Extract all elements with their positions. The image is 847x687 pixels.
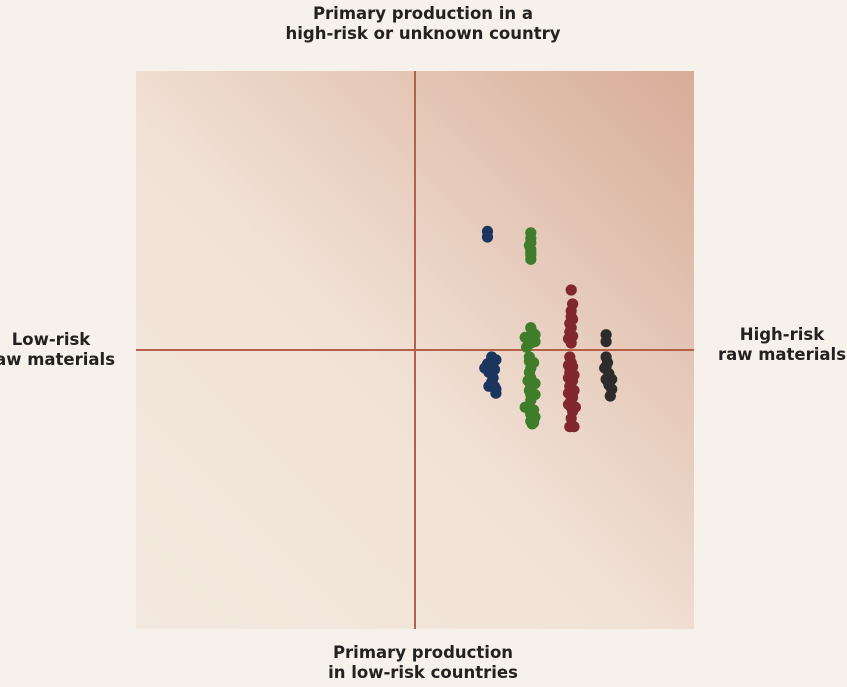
left-axis-label-line-1: Low-risk <box>11 330 91 349</box>
top-axis-label: Primary production in a high-risk or unk… <box>223 4 623 44</box>
left-axis-label: Low-risk raw materials <box>0 330 156 370</box>
series-2-point-8 <box>525 253 537 265</box>
top-axis-label-line-2: high-risk or unknown country <box>285 24 561 43</box>
right-axis-label: High-risk raw materials <box>680 325 847 365</box>
right-axis-label-line-1: High-risk <box>739 325 825 344</box>
bottom-axis-label: Primary production in low-risk countries <box>223 643 623 683</box>
series-4-point-12 <box>604 390 616 402</box>
left-axis-label-line-2: raw materials <box>0 350 116 369</box>
series-1-point-2 <box>481 231 494 243</box>
series-1-point-15 <box>490 387 502 399</box>
series-2-point-16 <box>521 341 533 353</box>
bottom-axis-label-line-2: in low-risk countries <box>328 663 518 682</box>
series-3-point-31 <box>568 421 580 433</box>
data-points <box>479 225 618 433</box>
right-axis-label-line-2: raw materials <box>717 345 847 364</box>
series-3-point-1 <box>565 284 577 296</box>
series-4-point-2 <box>600 336 612 348</box>
series-3-point-11 <box>565 337 577 349</box>
series-2-point-38 <box>528 416 540 429</box>
bottom-axis-label-line-1: Primary production <box>332 643 514 662</box>
top-axis-label-line-1: Primary production in a <box>312 4 534 23</box>
